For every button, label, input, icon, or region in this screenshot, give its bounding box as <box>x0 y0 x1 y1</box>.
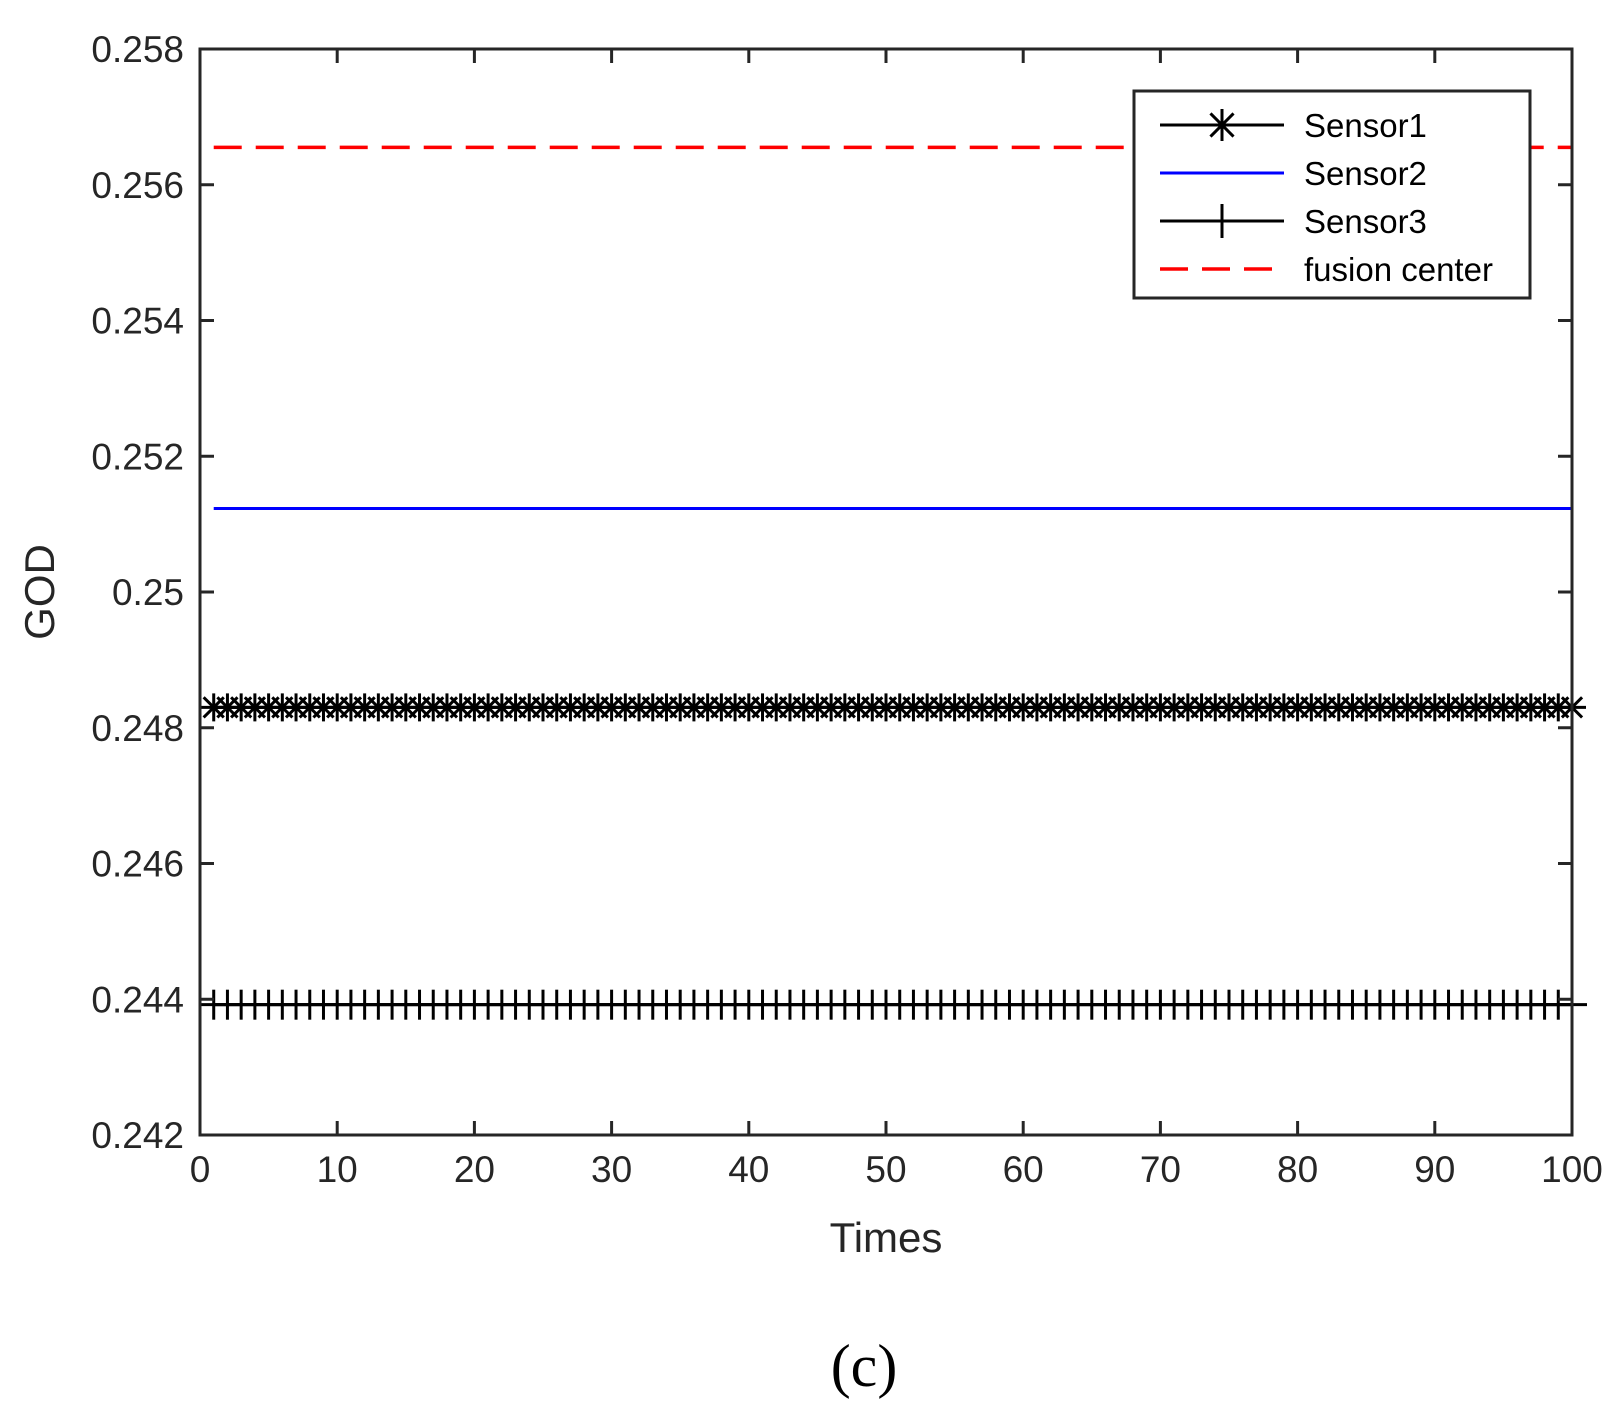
series-sensor3 <box>198 989 1587 1020</box>
legend-item-sensor3: Sensor3 <box>1160 203 1427 240</box>
y-tick-label: 0.252 <box>91 436 184 477</box>
x-tick-label: 30 <box>591 1149 632 1190</box>
legend-label: Sensor1 <box>1304 107 1427 144</box>
y-tick-label: 0.256 <box>91 165 184 206</box>
series-layer <box>198 145 1587 1020</box>
legend-label: fusion center <box>1304 251 1493 288</box>
y-tick-label: 0.258 <box>91 29 184 70</box>
y-tick-label: 0.248 <box>91 708 184 749</box>
x-tick-label: 20 <box>454 1149 495 1190</box>
x-tick-label: 0 <box>190 1149 211 1190</box>
x-tick-label: 70 <box>1140 1149 1181 1190</box>
y-tick-label: 0.254 <box>91 301 184 342</box>
legend-item-fusion-center: fusion center <box>1160 251 1493 288</box>
legend-item-sensor1: Sensor1 <box>1160 107 1427 144</box>
figure-caption: (c) <box>831 1333 898 1399</box>
legend-marker <box>1206 109 1238 141</box>
x-tick-label: 100 <box>1541 1149 1603 1190</box>
legend-item-sensor2: Sensor2 <box>1160 155 1427 192</box>
x-tick-label: 40 <box>728 1149 769 1190</box>
series-sensor1 <box>199 693 1586 722</box>
legend-marker <box>1205 204 1239 238</box>
x-tick-label: 10 <box>317 1149 358 1190</box>
y-tick-label: 0.246 <box>91 844 184 885</box>
y-tick-label: 0.244 <box>91 979 184 1020</box>
y-axis-label: GOD <box>16 544 63 640</box>
x-tick-label: 50 <box>865 1149 906 1190</box>
legend: Sensor1 Sensor2 Sensor3 fusion center <box>1132 89 1532 300</box>
y-tick-label: 0.25 <box>112 572 184 613</box>
x-tick-label: 80 <box>1277 1149 1318 1190</box>
legend-label: Sensor2 <box>1304 155 1427 192</box>
axis-ticks <box>198 47 1574 1137</box>
x-tick-label: 90 <box>1414 1149 1455 1190</box>
x-axis-label: Times <box>830 1214 943 1261</box>
x-tick-label: 60 <box>1003 1149 1044 1190</box>
legend-label: Sensor3 <box>1304 203 1427 240</box>
y-tick-label: 0.242 <box>91 1115 184 1156</box>
tick-labels: 0 10 20 30 40 50 60 70 80 90 100 0.242 0.244 0.246 0.2… <box>91 29 1602 1190</box>
